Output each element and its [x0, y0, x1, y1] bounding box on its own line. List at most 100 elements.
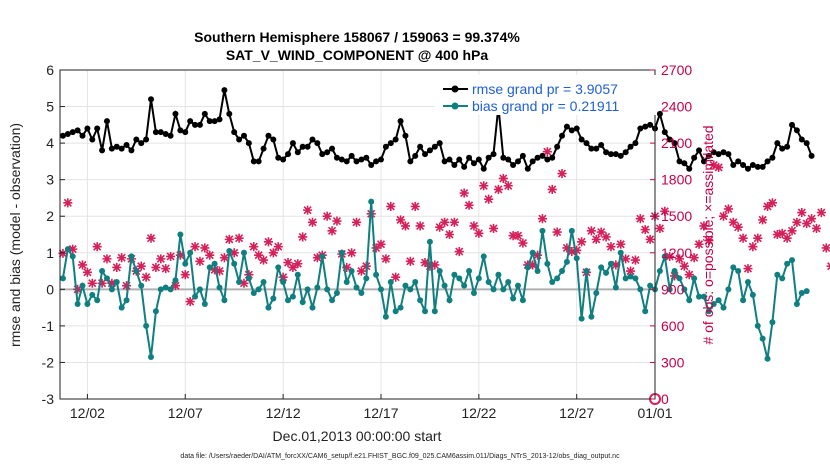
bias-point: [128, 253, 135, 260]
bias-point: [744, 279, 751, 286]
rmse-point: [196, 121, 203, 128]
rmse-point: [236, 136, 243, 143]
rmse-point: [710, 149, 717, 156]
right-tick-label: 2700: [661, 62, 692, 78]
obs-marker: [797, 208, 807, 218]
bias-point: [338, 249, 345, 256]
rmse-point: [749, 162, 756, 169]
rmse-point: [725, 151, 732, 158]
obs-marker: [811, 223, 822, 233]
obs-marker: [689, 253, 699, 263]
rmse-point: [441, 158, 448, 165]
obs-marker: [371, 243, 381, 253]
legend-rmse-marker: [451, 85, 459, 93]
obs-marker: [762, 201, 773, 212]
rmse-point: [490, 151, 497, 158]
obs-marker: [136, 261, 146, 271]
obs-marker: [415, 221, 425, 231]
bias-point: [182, 260, 189, 267]
bias-point: [573, 255, 580, 262]
rmse-point: [789, 121, 796, 128]
rmse-point: [730, 162, 737, 169]
obs-marker: [87, 278, 97, 288]
rmse-point: [700, 158, 707, 165]
rmse-series: [59, 87, 815, 172]
bias-point: [240, 249, 247, 256]
rmse-point: [138, 140, 145, 147]
obs-marker: [484, 194, 494, 204]
bias-point: [133, 268, 140, 275]
rmse-point: [681, 160, 688, 167]
right-axis-label: # of obs: o=possible; ×=assimilated: [700, 125, 716, 344]
rmse-point: [192, 121, 199, 128]
rmse-point: [456, 156, 463, 163]
obs-marker: [640, 225, 650, 235]
x-tick-label: 12/07: [168, 405, 203, 421]
rmse-point: [539, 152, 546, 159]
x-axis-label: Dec.01,2013 00:00:00 start: [273, 428, 442, 444]
bias-point: [563, 258, 570, 265]
rmse-point: [377, 156, 384, 163]
obs-marker: [405, 256, 415, 266]
obs-marker: [97, 278, 107, 288]
obs-marker: [444, 229, 455, 240]
obs-marker: [709, 160, 719, 170]
obs-marker: [723, 204, 733, 214]
bias-series: [59, 198, 810, 362]
bias-point: [103, 275, 110, 282]
bias-point: [407, 286, 414, 293]
rmse-point: [568, 127, 575, 134]
obs-marker: [121, 281, 132, 291]
left-tick-label: -3: [42, 391, 55, 407]
obs-marker: [802, 218, 812, 229]
bias-point: [304, 286, 311, 293]
right-tick-label: 1500: [661, 208, 692, 224]
bias-point: [138, 282, 145, 289]
rmse-point: [133, 136, 140, 143]
obs-marker: [195, 256, 205, 266]
rmse-point: [705, 152, 712, 159]
bias-point: [769, 319, 776, 326]
rmse-point: [182, 129, 189, 136]
obs-marker: [469, 221, 479, 231]
rmse-point: [123, 141, 130, 148]
right-tick-label: 300: [661, 354, 685, 370]
obs-marker: [112, 262, 122, 272]
obs-marker: [547, 184, 557, 194]
rmse-point: [470, 160, 477, 167]
rmse-point: [162, 130, 169, 137]
rmse-point: [407, 158, 414, 165]
rmse-point: [612, 151, 619, 158]
bias-point: [568, 227, 575, 234]
bias-point: [358, 289, 365, 296]
obs-marker: [807, 214, 817, 224]
obs-marker: [214, 266, 225, 276]
obs-marker: [733, 222, 743, 232]
obs-marker: [821, 243, 830, 253]
bias-point: [607, 260, 614, 267]
bias-point: [167, 286, 174, 293]
rmse-point: [172, 110, 179, 117]
obs-marker: [513, 231, 523, 241]
rmse-point: [593, 145, 600, 152]
x-tick-label: 12/17: [363, 405, 398, 421]
bias-point: [377, 286, 384, 293]
bias-point: [534, 268, 541, 275]
rmse-point: [549, 154, 556, 161]
bias-point: [470, 289, 477, 296]
obs-marker: [503, 181, 513, 191]
rmse-point: [505, 156, 512, 163]
obs-marker: [488, 223, 499, 233]
bias-point: [598, 264, 605, 271]
obs-marker: [655, 223, 665, 233]
rmse-point: [255, 158, 262, 165]
rmse-point: [177, 127, 184, 134]
rmse-point: [451, 162, 458, 169]
rmse-point: [231, 129, 238, 136]
obs-marker: [753, 233, 763, 243]
left-tick-label: -1: [42, 318, 55, 334]
obs-marker: [219, 253, 229, 263]
obs-marker: [239, 278, 249, 288]
obs-marker: [386, 201, 396, 212]
rmse-point: [480, 165, 487, 172]
